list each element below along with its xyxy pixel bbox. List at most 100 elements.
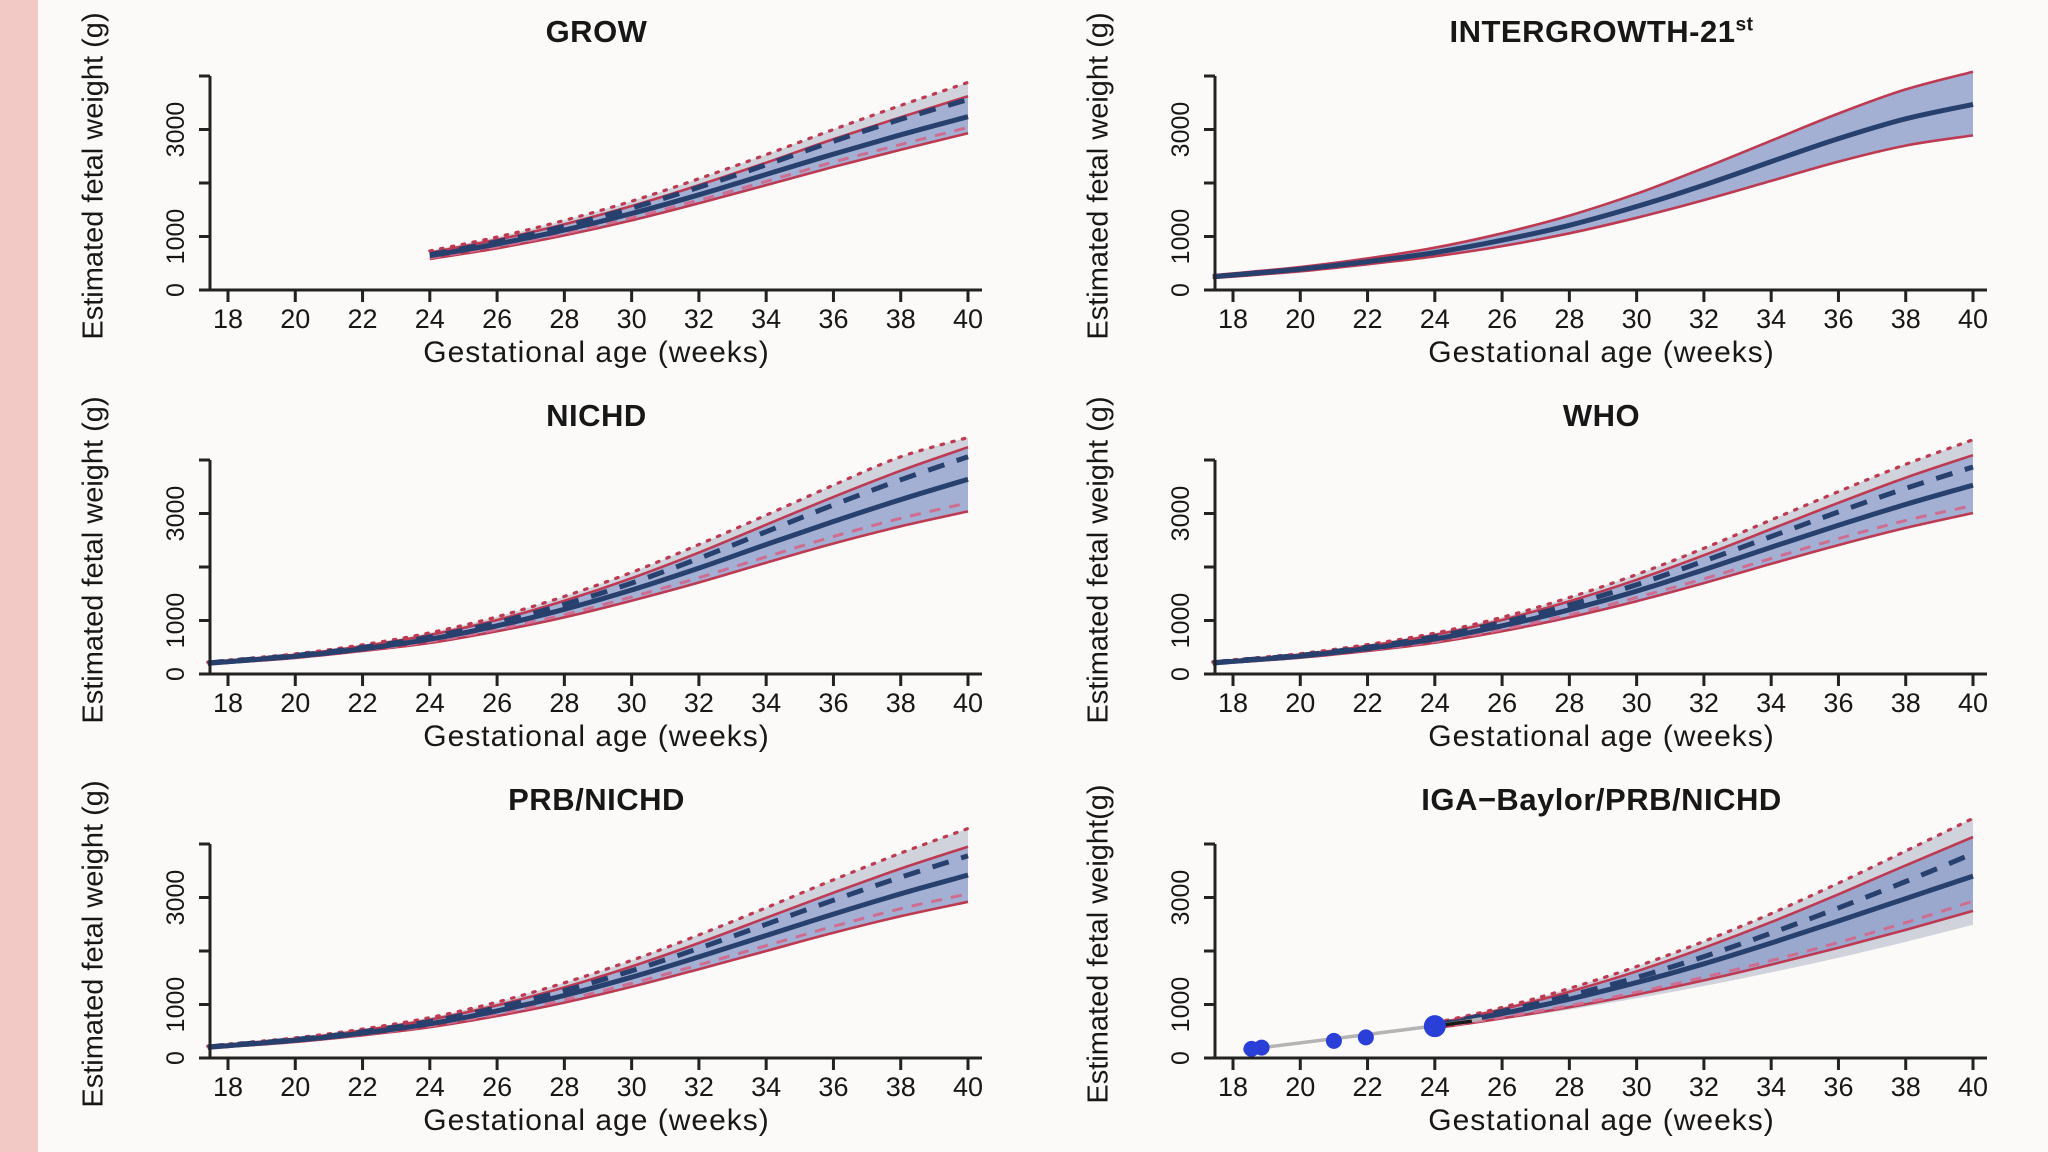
panel-title: IGA−Baylor/PRB/NICHD <box>1421 782 1782 817</box>
series-median <box>429 114 969 259</box>
axes <box>1204 74 1987 302</box>
panel-iga-baylor-prb-nichd: Estimated fetal weight(g) IGA−Baylor/PRB… <box>1043 768 2048 1152</box>
y-tick-label: 1000 <box>1167 209 1195 265</box>
series-overlay-median <box>207 853 969 1050</box>
x-tick-label: 34 <box>1756 688 1786 718</box>
x-tick-label: 40 <box>1958 688 1988 718</box>
tick-labels: 18 20 22 24 26 28 30 32 34 36 38 40 0 1000 3000 <box>1167 102 1988 334</box>
x-axis-title: Gestational age (weeks) <box>1428 1104 1775 1137</box>
x-tick-label: 32 <box>684 1072 714 1102</box>
x-tick-label: 26 <box>482 688 512 718</box>
x-tick-label: 24 <box>1420 1072 1450 1102</box>
x-tick-label: 32 <box>684 304 714 334</box>
x-tick-label: 18 <box>1218 1072 1248 1102</box>
outer-confidence-band <box>429 82 968 253</box>
series-median <box>207 872 969 1050</box>
x-tick-label: 30 <box>1622 688 1652 718</box>
x-tick-label: 26 <box>1487 304 1517 334</box>
x-tick-label: 34 <box>1756 304 1786 334</box>
x-tick-label: 30 <box>1622 304 1652 334</box>
x-tick-label: 18 <box>1218 688 1248 718</box>
panel-nichd: Estimated fetal weight (g) NICHD 18 20 22 2… <box>38 384 1043 768</box>
panel-intergrowth-21st: Estimated fetal weight (g) INTERGROWTH-2… <box>1043 0 2048 384</box>
series-overlay-median <box>429 97 969 258</box>
trend-line <box>1242 1016 1483 1052</box>
x-tick-label: 36 <box>818 304 848 334</box>
x-tick-label: 28 <box>549 688 579 718</box>
plot-area-who: 18 20 22 24 26 28 30 32 34 36 38 40 0 1000 3000 <box>1167 438 1988 718</box>
axes <box>199 74 982 302</box>
figure-grid: Estimated fetal weight (g) GROW 18 20 22 24… <box>38 0 2048 1152</box>
plot-area-iga-baylor-prb-nichd: 18 20 22 24 26 28 30 32 34 36 38 40 0 1000 3000 <box>1167 816 1988 1102</box>
plot-area-intergrowth-21st: 18 20 22 24 26 28 30 32 34 36 38 40 0 1000 3000 <box>1167 70 1988 334</box>
x-tick-label: 32 <box>1689 304 1719 334</box>
x-tick-label: 30 <box>1622 1072 1652 1102</box>
plot-area-prb-nichd: 18 20 22 24 26 28 30 32 34 36 38 40 0 1000 3000 <box>162 826 983 1102</box>
x-tick-label: 20 <box>280 1072 310 1102</box>
x-tick-label: 38 <box>886 688 916 718</box>
x-tick-label: 24 <box>415 304 445 334</box>
x-tick-label: 30 <box>617 1072 647 1102</box>
x-axis-title: Gestational age (weeks) <box>423 336 770 369</box>
x-tick-label: 38 <box>886 1072 916 1102</box>
axes <box>199 458 982 686</box>
x-axis-title: Gestational age (weeks) <box>423 1104 770 1137</box>
x-tick-label: 32 <box>1689 688 1719 718</box>
x-tick-label: 20 <box>1285 1072 1315 1102</box>
series-median <box>207 476 969 666</box>
series-p90 <box>1212 70 1974 277</box>
series-dotted-top <box>1433 816 1975 1025</box>
x-tick-label: 36 <box>1823 1072 1853 1102</box>
x-tick-label: 40 <box>953 1072 983 1102</box>
tick-labels: 18 20 22 24 26 28 30 32 34 36 38 40 0 1000 3000 <box>1167 486 1988 718</box>
x-tick-label: 20 <box>1285 304 1315 334</box>
tick-labels: 18 20 22 24 26 28 30 32 34 36 38 40 0 1000 3000 <box>162 870 983 1102</box>
axes <box>1204 458 1987 686</box>
x-tick-label: 40 <box>953 304 983 334</box>
x-axis-title: Gestational age (weeks) <box>423 720 770 753</box>
y-tick-label: 1000 <box>1167 593 1195 649</box>
y-tick-label: 0 <box>162 283 190 297</box>
panel-who: Estimated fetal weight (g) WHO 18 20 22 24 2… <box>1043 384 2048 768</box>
series-median <box>1434 873 1974 1029</box>
x-tick-label: 20 <box>1285 688 1315 718</box>
measurement-point <box>1423 1015 1446 1038</box>
x-tick-label: 40 <box>953 688 983 718</box>
x-tick-label: 28 <box>1554 1072 1584 1102</box>
x-tick-label: 18 <box>213 304 243 334</box>
x-tick-label: 26 <box>1487 1072 1517 1102</box>
x-axis-title: Gestational age (weeks) <box>1428 720 1775 753</box>
y-tick-label: 3000 <box>1167 486 1195 542</box>
y-tick-label: 0 <box>162 1051 190 1065</box>
plot-area-grow: 18 20 22 24 26 28 30 32 34 36 38 40 0 1000 3000 <box>162 74 983 334</box>
percentile-band <box>1212 71 1973 278</box>
x-tick-label: 20 <box>280 304 310 334</box>
series-median <box>1212 482 1974 666</box>
x-tick-label: 26 <box>482 1072 512 1102</box>
series-p10 <box>429 131 969 261</box>
x-tick-label: 26 <box>1487 688 1517 718</box>
y-tick-label: 1000 <box>162 593 190 649</box>
plot-area-nichd: 18 20 22 24 26 28 30 32 34 36 38 40 0 1000 3000 <box>162 435 983 718</box>
x-tick-label: 18 <box>213 688 243 718</box>
measurement-point <box>1253 1039 1270 1056</box>
x-tick-label: 22 <box>348 1072 378 1102</box>
series-overlay-median <box>1434 851 1974 1028</box>
series-p10 <box>1212 134 1974 280</box>
x-tick-label: 22 <box>1353 688 1383 718</box>
y-tick-label: 1000 <box>1167 977 1195 1033</box>
panel-title: GROW <box>545 14 648 49</box>
y-tick-label: 1000 <box>162 209 190 265</box>
series-overlay-p10 <box>1434 899 1974 1030</box>
x-tick-label: 18 <box>1218 304 1248 334</box>
percentile-band <box>1434 837 1973 1029</box>
x-tick-label: 38 <box>1891 688 1921 718</box>
x-tick-label: 18 <box>213 1072 243 1102</box>
series-median <box>1212 101 1974 280</box>
panel-title: NICHD <box>546 398 647 433</box>
y-tick-label: 0 <box>162 667 190 681</box>
tick-labels: 18 20 22 24 26 28 30 32 34 36 38 40 0 1000 3000 <box>162 102 983 334</box>
series-overlay-median <box>1212 464 1974 666</box>
y-tick-label: 0 <box>1167 283 1195 297</box>
y-tick-label: 0 <box>1167 667 1195 681</box>
